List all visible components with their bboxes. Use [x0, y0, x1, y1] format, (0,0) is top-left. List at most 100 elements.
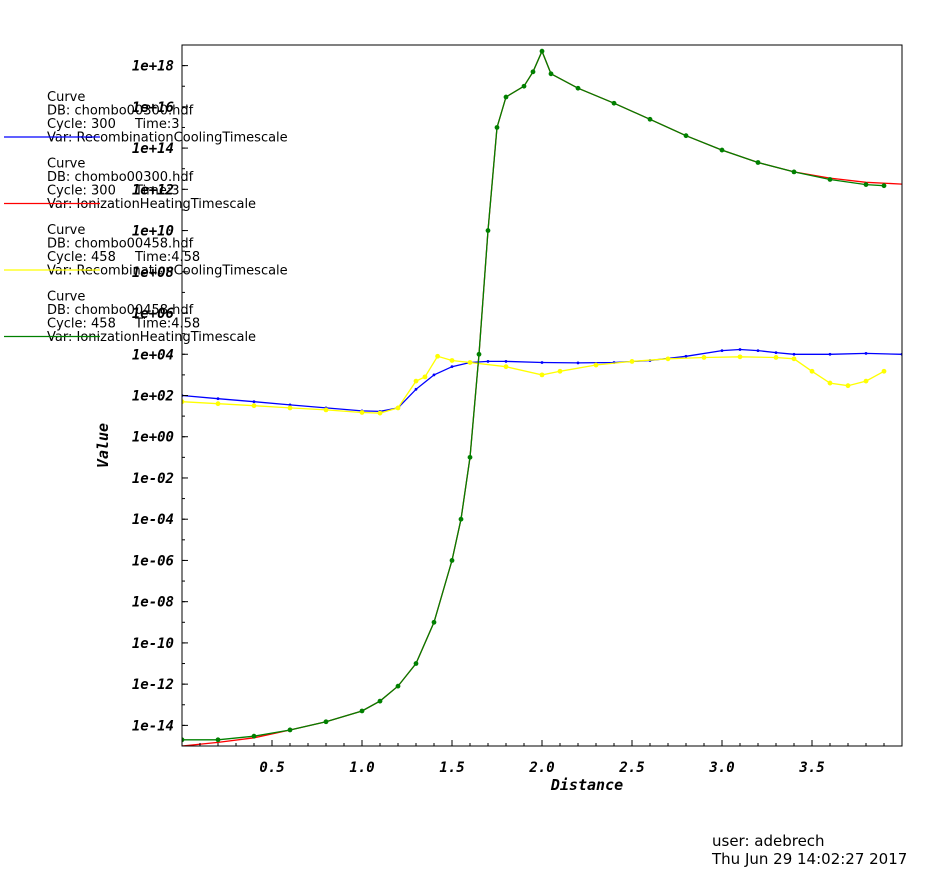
series-3-point	[557, 368, 563, 374]
x-tick-label: 2.0	[528, 760, 554, 776]
axis-layer: 0.5 1.0 1.5 2.0 2.5 3.0 3.5 1e+18 1e+16 1e+14 1e+1…	[132, 44, 903, 776]
series-3-point	[629, 359, 635, 364]
legend-db: DB: chombo00300.hdf	[47, 170, 194, 185]
series-4-point	[548, 71, 554, 77]
series-4-point	[476, 351, 482, 357]
series-3-point	[773, 355, 779, 360]
series-3-point	[215, 401, 221, 407]
series-1-point	[684, 354, 688, 358]
y-axis-label: Value	[94, 423, 112, 468]
series-4-point	[611, 100, 617, 106]
series-4-point	[719, 147, 725, 153]
series-1-point	[414, 387, 418, 391]
x-axis-label: Distance	[550, 776, 623, 794]
series-3-point	[467, 360, 473, 365]
y-tick-label: 1e+18	[132, 59, 174, 75]
x-tick-label: 0.5	[259, 760, 284, 776]
series-4-point	[530, 69, 536, 75]
legend-cycle: Cycle: 300	[47, 117, 116, 132]
series-4-point	[182, 737, 185, 743]
legend-cycle: Cycle: 300	[47, 184, 116, 199]
series-3-point	[665, 356, 671, 362]
series-4-point	[647, 116, 653, 122]
series-1-point	[540, 361, 544, 364]
y-tick-label: 1e-10	[132, 636, 174, 652]
series-4-point	[494, 125, 500, 130]
series-3	[182, 353, 887, 416]
series-3-point	[323, 407, 329, 413]
series-4-point	[755, 160, 761, 165]
series-3-point	[809, 368, 815, 374]
series-4-point	[467, 454, 473, 460]
series-3-point	[422, 374, 428, 380]
series-4-point	[485, 228, 491, 233]
series-3-point	[593, 362, 599, 368]
series-4-point	[539, 48, 545, 54]
y-tick-label: 1e+12	[132, 182, 174, 198]
series-3-point	[881, 368, 887, 374]
series-4-point	[521, 83, 527, 89]
series-3-point	[413, 378, 419, 384]
series-4-point	[449, 558, 455, 563]
y-tick-label: 1e-02	[132, 471, 174, 487]
series-4-point	[863, 182, 869, 187]
series-3-point	[182, 399, 185, 405]
legend-db: DB: chombo00458.hdf	[47, 237, 194, 252]
series-4-point	[575, 85, 581, 91]
series-3-point	[863, 378, 869, 384]
series-3-point	[449, 358, 455, 363]
series-3-point	[359, 410, 365, 415]
series-4-point	[431, 619, 437, 625]
series-1-point	[504, 360, 508, 363]
series-3-point	[395, 405, 401, 411]
series-1-point	[432, 373, 436, 377]
y-tick-label: 1e-14	[132, 718, 174, 734]
x-tick-label: 3.0	[708, 760, 734, 776]
y-tick-label: 1e+10	[132, 224, 174, 240]
y-tick-label: 1e+04	[132, 347, 174, 363]
series-1-point	[738, 348, 742, 351]
series-3-point	[737, 354, 743, 360]
legend-var: Var: IonizationHeatingTimescale	[47, 197, 256, 212]
footer-timestamp: Thu Jun 29 14:02:27 2017	[712, 850, 908, 868]
series-4-point	[377, 698, 383, 704]
series-1-point	[756, 349, 760, 353]
series-4-point	[791, 169, 797, 175]
series-1-point	[792, 352, 796, 356]
legend-time: Time:3	[134, 184, 179, 199]
legend-var: Var: IonizationHeatingTimescale	[47, 330, 256, 345]
series-3-point	[791, 356, 797, 362]
series-4-point	[215, 737, 221, 743]
legend-var: Var: RecombinationCoolingTimescale	[47, 264, 288, 279]
series-1-point	[576, 361, 580, 365]
series-4-line	[182, 49, 885, 741]
series-1-point	[720, 349, 724, 353]
series-4-point	[251, 733, 257, 739]
y-tick-label: 1e+14	[132, 141, 174, 157]
series-4-point	[827, 177, 833, 182]
series-4	[182, 48, 887, 743]
footer-user: user: adebrech	[712, 832, 825, 850]
legend-db: DB: chombo00300.hdf	[47, 104, 194, 119]
y-tick-label: 1e+16	[132, 100, 174, 116]
series-4-point	[503, 94, 509, 100]
series-4-point	[413, 661, 419, 666]
series-1-point	[774, 351, 778, 355]
series-4-point	[395, 683, 401, 689]
plot-frame	[181, 44, 903, 747]
series-1-point	[486, 360, 490, 363]
legend-cycle: Cycle: 458	[47, 317, 116, 332]
series-1-point	[828, 352, 832, 356]
series-3-point	[827, 380, 833, 386]
legend-title: Curve	[47, 157, 85, 172]
y-tick-label: 1e+00	[132, 430, 174, 446]
series-4-point	[458, 516, 464, 522]
series-1-point	[288, 403, 292, 407]
legend-time: Time:4.58	[134, 317, 200, 332]
legend-time: Time:3	[134, 117, 179, 132]
y-tick-label: 1e-08	[132, 595, 174, 611]
series-1-point	[864, 352, 868, 355]
